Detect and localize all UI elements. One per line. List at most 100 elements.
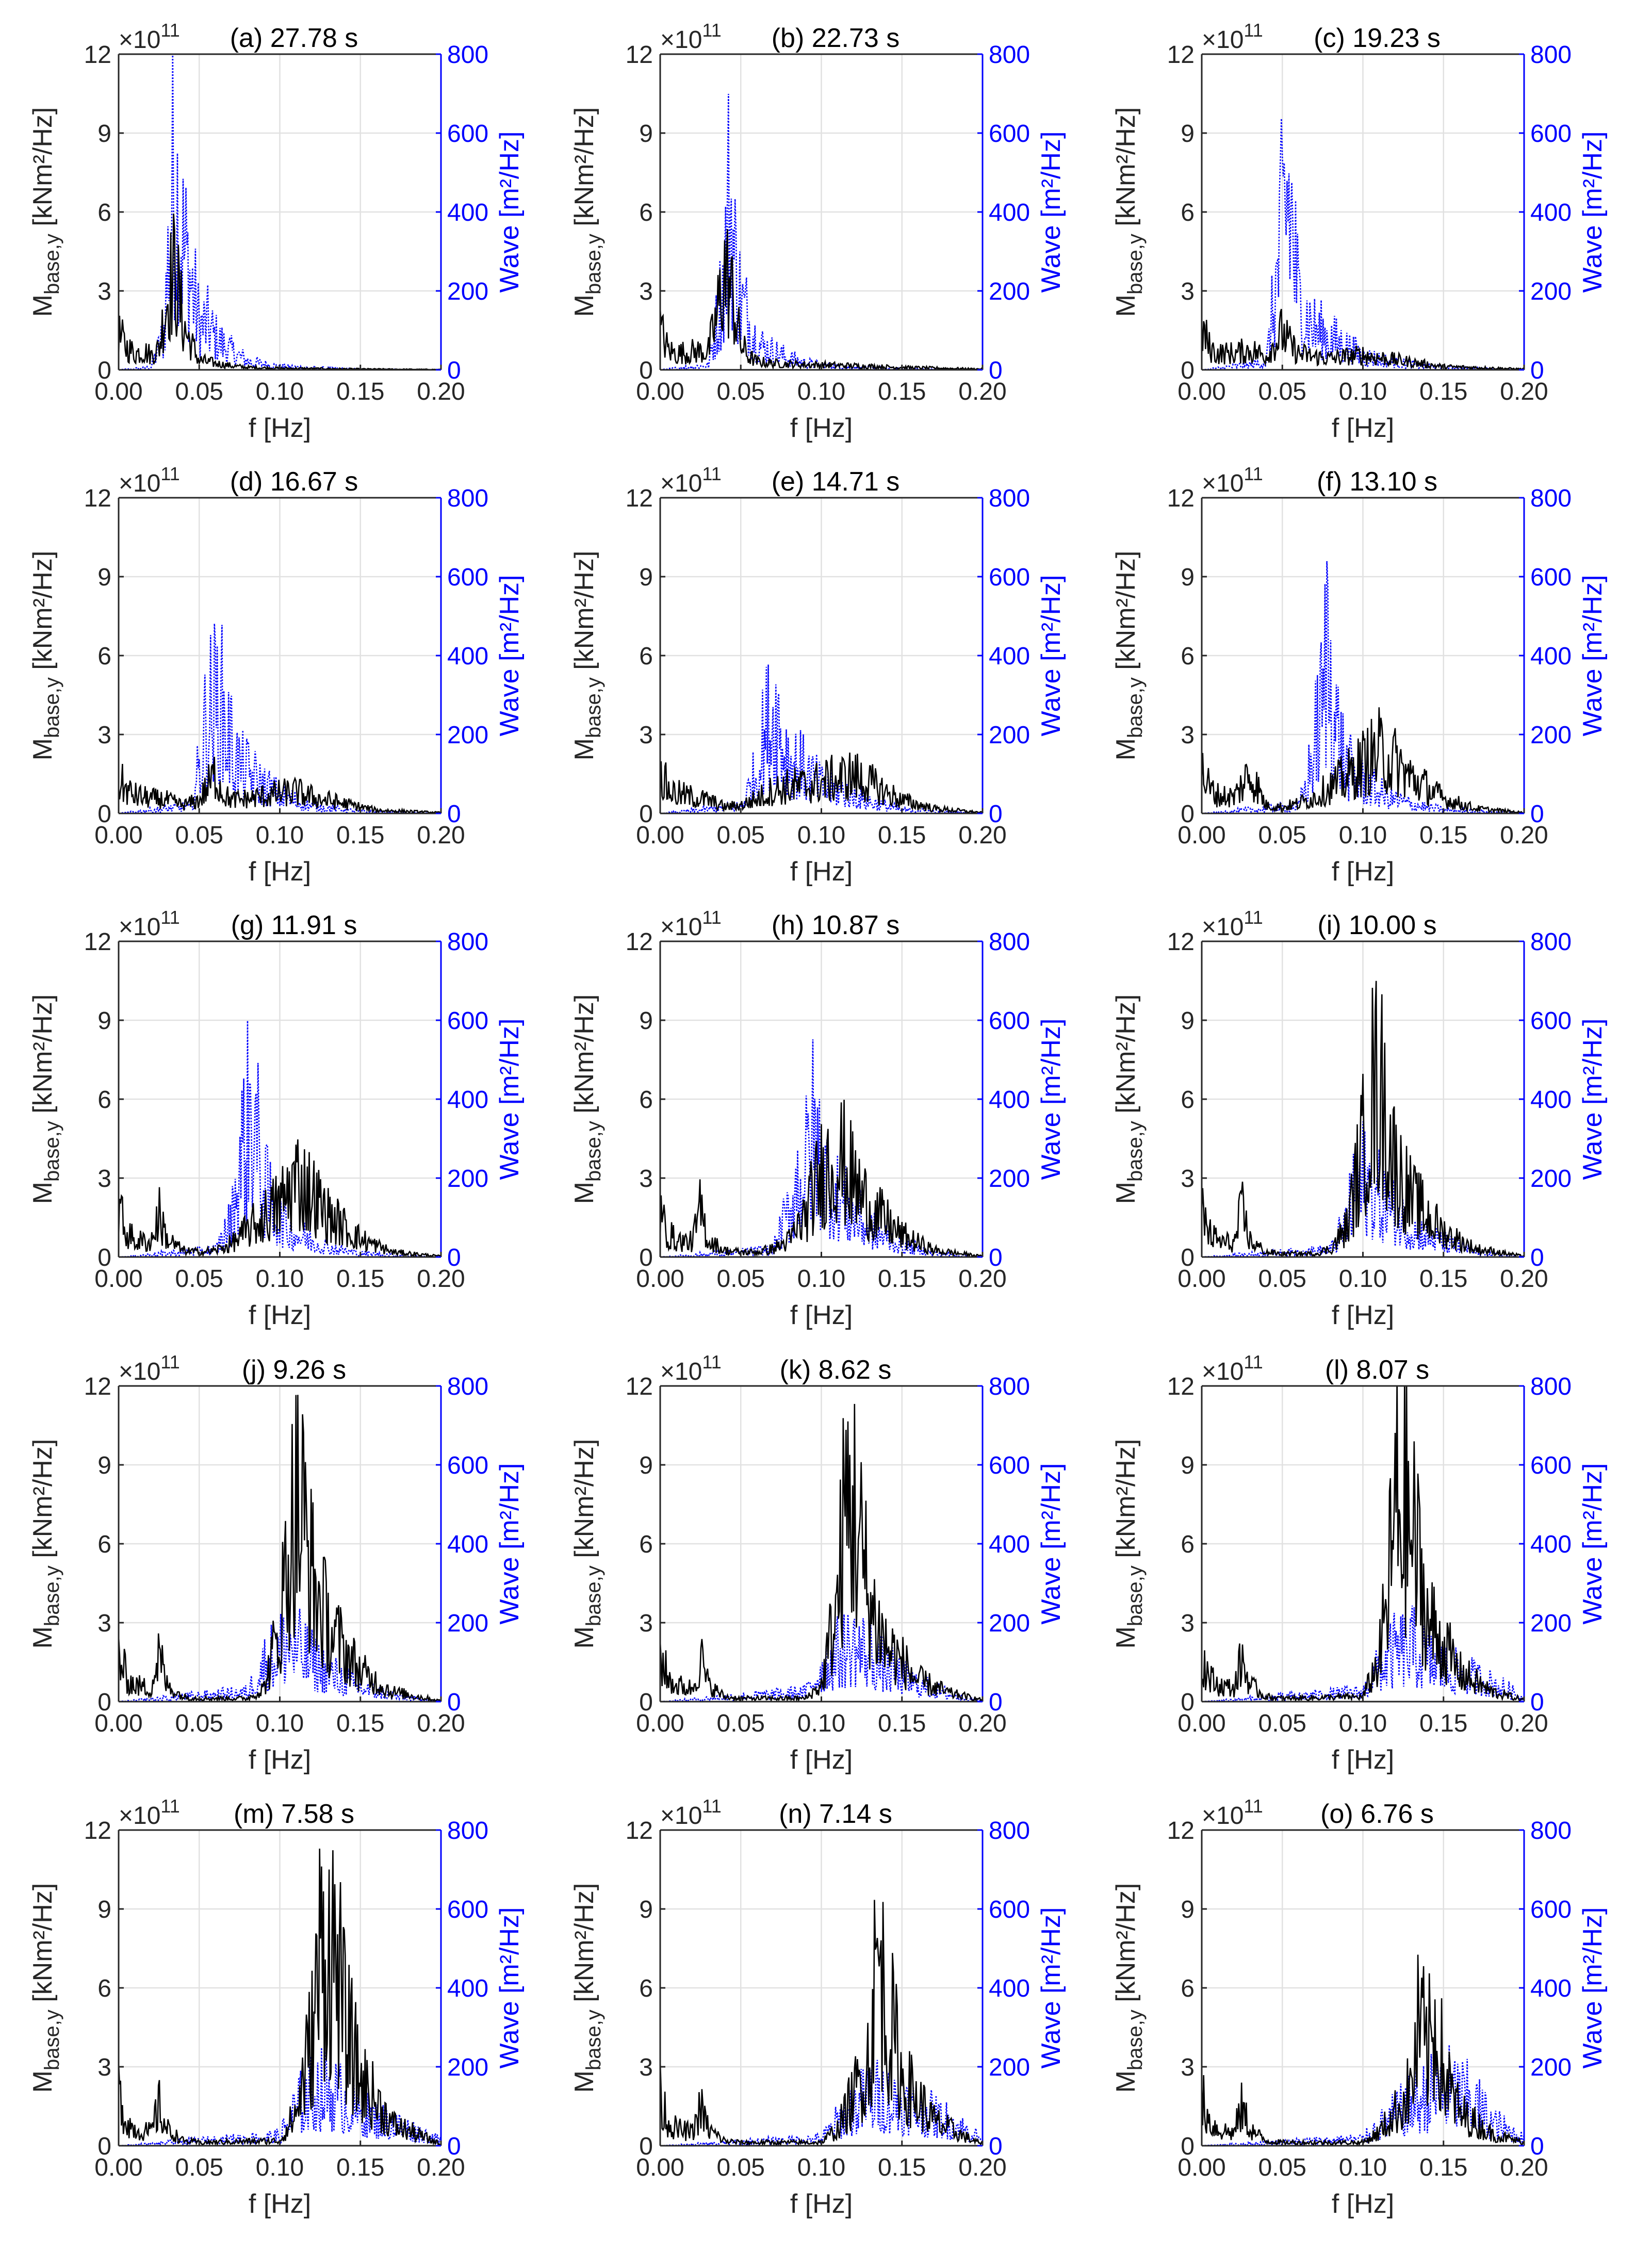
y2-axis-label: Wave [m²/Hz] (1578, 132, 1608, 293)
x-axis-label: f [Hz] (790, 1300, 853, 1330)
y-exponent-label: ×1011 (119, 1795, 180, 1830)
y2-tick-label: 0 (989, 357, 1003, 384)
x-tick-label: 0.10 (1339, 822, 1387, 849)
x-tick-label: 0.20 (958, 822, 1006, 849)
y-tick-label: 6 (1181, 1531, 1195, 1558)
x-tick-label: 0.00 (94, 1265, 142, 1293)
y2-tick-label: 800 (1530, 1817, 1572, 1844)
wave-series-line (660, 664, 983, 813)
panel-title: (n) 7.14 s (779, 1799, 892, 1829)
panel-title: (l) 8.07 s (1325, 1355, 1429, 1385)
x-tick-label: 0.00 (636, 822, 684, 849)
moment-series-line (1202, 1386, 1524, 1702)
chart-panel: 0.00 0.05 0.10 0.15 0.200369120200400600800×… (28, 463, 525, 887)
chart-panel: 0.00 0.05 0.10 0.15 0.200369120200400600800×… (569, 1795, 1066, 2219)
y-tick-label: 6 (1181, 199, 1195, 226)
y2-tick-label: 600 (1530, 1007, 1572, 1035)
y2-axis-label: Wave [m²/Hz] (495, 1463, 525, 1625)
y-tick-label: 6 (97, 643, 111, 670)
x-tick-label: 0.05 (1258, 2154, 1306, 2181)
x-tick-label: 0.10 (1339, 2154, 1387, 2181)
y2-tick-label: 800 (989, 1817, 1030, 1844)
y-tick-label: 6 (639, 199, 653, 226)
x-tick-label: 0.00 (1177, 1710, 1225, 1737)
y2-tick-label: 200 (989, 1165, 1030, 1193)
y2-tick-label: 600 (1530, 1896, 1572, 1923)
y2-tick-label: 400 (447, 643, 488, 670)
y2-tick-label: 0 (989, 1244, 1003, 1271)
x-axis-label: f [Hz] (249, 1745, 311, 1775)
chart-panel: 0.00 0.05 0.10 0.15 0.200369120200400600800×… (28, 1351, 525, 1775)
y2-tick-label: 200 (989, 2054, 1030, 2081)
y-axis-label: Mbase,y [kNm²/Hz] (28, 551, 63, 761)
y-tick-label: 0 (97, 1244, 111, 1271)
y-tick-label: 9 (1181, 120, 1195, 148)
y-tick-label: 9 (1181, 564, 1195, 591)
y-tick-label: 6 (1181, 643, 1195, 670)
x-tick-label: 0.05 (175, 2154, 223, 2181)
x-tick-label: 0.00 (94, 822, 142, 849)
y-tick-label: 6 (97, 1531, 111, 1558)
y-tick-label: 12 (626, 1373, 653, 1400)
y-tick-label: 12 (84, 1373, 111, 1400)
y2-tick-label: 200 (1530, 1165, 1572, 1193)
y2-tick-label: 400 (447, 1531, 488, 1558)
x-tick-label: 0.05 (175, 822, 223, 849)
y-tick-label: 12 (1167, 485, 1195, 512)
x-axis-label: f [Hz] (249, 2189, 311, 2219)
y-tick-label: 3 (97, 1610, 111, 1637)
y2-axis-label: Wave [m²/Hz] (1578, 1019, 1608, 1180)
y-tick-label: 0 (97, 801, 111, 828)
x-tick-label: 0.00 (94, 378, 142, 405)
y2-tick-label: 0 (1530, 357, 1544, 384)
panel-title: (e) 14.71 s (772, 467, 900, 497)
y2-tick-label: 200 (447, 1610, 488, 1637)
y-tick-label: 3 (639, 722, 653, 749)
y2-tick-label: 200 (989, 722, 1030, 749)
x-tick-label: 0.10 (1339, 378, 1387, 405)
y2-tick-label: 600 (989, 564, 1030, 591)
x-tick-label: 0.05 (717, 2154, 765, 2181)
moment-series-line (660, 1100, 983, 1257)
y2-axis-label: Wave [m²/Hz] (1036, 575, 1066, 737)
panel-title: (i) 10.00 s (1317, 910, 1436, 940)
y-tick-label: 12 (84, 485, 111, 512)
y2-axis-label: Wave [m²/Hz] (1578, 1907, 1608, 2069)
y-tick-label: 3 (97, 278, 111, 305)
x-tick-label: 0.15 (878, 1265, 926, 1293)
x-tick-label: 0.20 (417, 1710, 465, 1737)
x-tick-label: 0.10 (797, 822, 845, 849)
x-axis-label: f [Hz] (1332, 1745, 1394, 1775)
x-tick-label: 0.15 (336, 822, 384, 849)
y-axis-label: Mbase,y [kNm²/Hz] (1111, 1439, 1147, 1649)
x-tick-label: 0.05 (1258, 822, 1306, 849)
y-tick-label: 12 (84, 41, 111, 69)
y-tick-label: 0 (639, 801, 653, 828)
wave-series-line (1202, 1121, 1524, 1257)
chart-panel: 0.00 0.05 0.10 0.15 0.200369120200400600800×… (569, 463, 1066, 887)
x-tick-label: 0.15 (336, 2154, 384, 2181)
y2-tick-label: 400 (1530, 1086, 1572, 1114)
y-tick-label: 12 (626, 485, 653, 512)
y2-tick-label: 0 (989, 1689, 1003, 1716)
y2-tick-label: 600 (1530, 564, 1572, 591)
y-tick-label: 0 (97, 2133, 111, 2160)
x-tick-label: 0.15 (878, 378, 926, 405)
x-tick-label: 0.00 (1177, 2154, 1225, 2181)
x-tick-label: 0.20 (1500, 2154, 1548, 2181)
y-tick-label: 0 (1181, 1689, 1195, 1716)
x-tick-label: 0.20 (1500, 378, 1548, 405)
y-tick-label: 3 (1181, 278, 1195, 305)
y-tick-label: 3 (639, 2054, 653, 2081)
x-tick-label: 0.05 (1258, 378, 1306, 405)
y-axis-label: Mbase,y [kNm²/Hz] (569, 551, 605, 761)
x-tick-label: 0.10 (256, 822, 304, 849)
y-tick-label: 6 (97, 1975, 111, 2002)
y-tick-label: 9 (97, 564, 111, 591)
x-axis-label: f [Hz] (1332, 413, 1394, 443)
y2-tick-label: 600 (447, 1896, 488, 1923)
y2-tick-label: 600 (989, 1896, 1030, 1923)
y2-tick-label: 600 (447, 1452, 488, 1479)
y2-tick-label: 200 (989, 1610, 1030, 1637)
x-tick-label: 0.00 (636, 1710, 684, 1737)
